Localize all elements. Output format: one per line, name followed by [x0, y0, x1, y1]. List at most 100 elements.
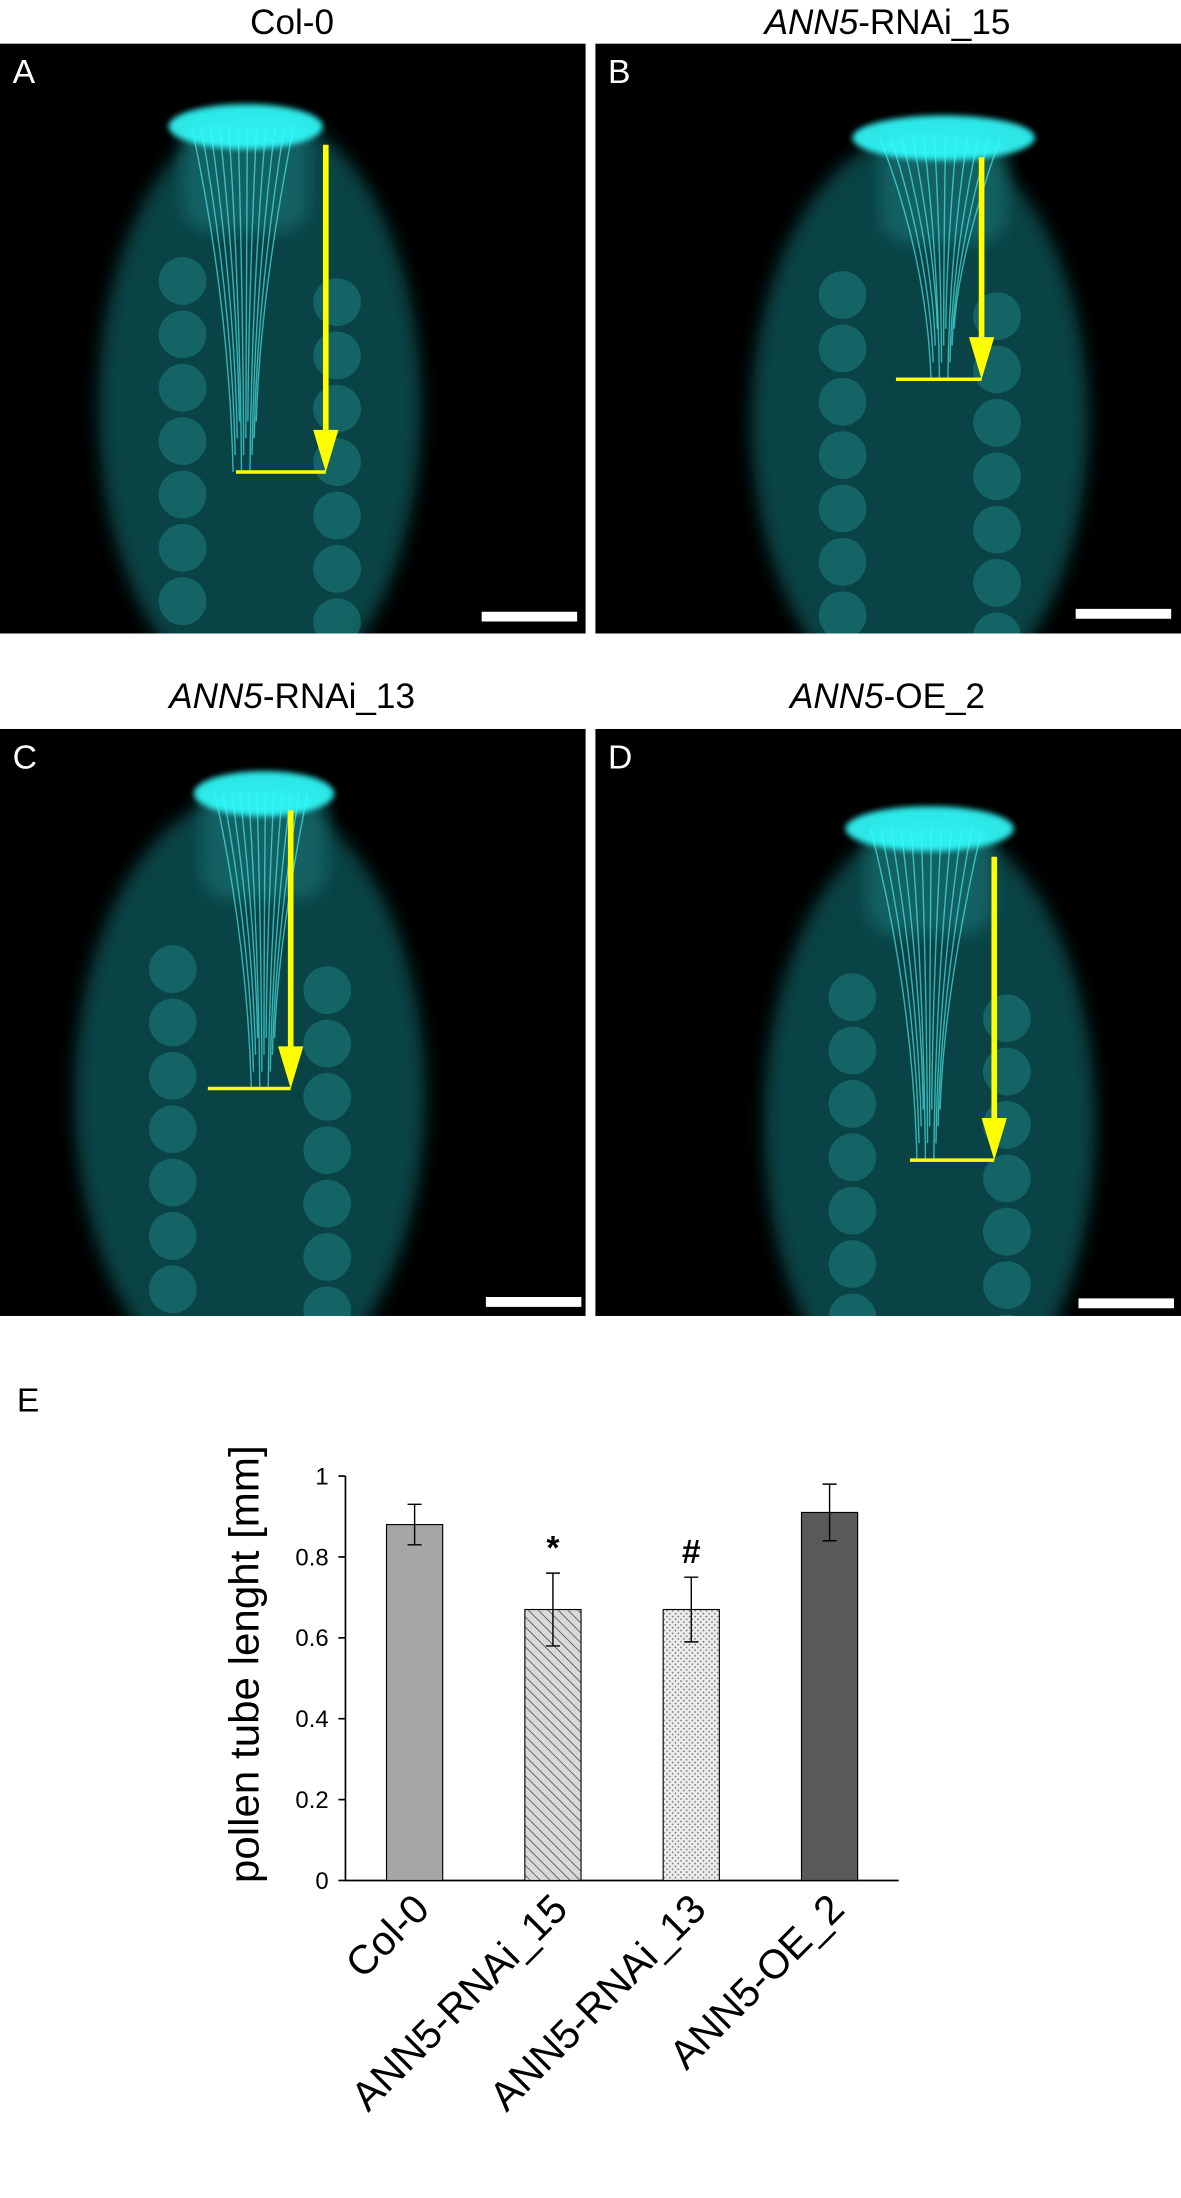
image-panel: C ANN5-RNAi_13	[0, 677, 586, 1316]
panel-title: Col-0	[250, 3, 334, 42]
bar	[800, 1511, 859, 1882]
ovule	[828, 1080, 877, 1128]
pollen-tube	[922, 137, 941, 380]
ovule	[818, 271, 867, 319]
ovule	[158, 470, 207, 519]
ovule	[818, 324, 867, 373]
significance-mark: *	[546, 1529, 560, 1567]
bar	[385, 1524, 444, 1882]
pollen-tube	[947, 137, 969, 380]
image-panel: D ANN5-OE_2	[595, 677, 1181, 1316]
pollen-tube	[228, 126, 243, 472]
pollen-tube	[218, 126, 241, 422]
bar	[524, 1608, 582, 1882]
pollen-tube	[933, 137, 943, 363]
pollen-tube	[869, 828, 918, 1161]
ovule	[303, 1233, 352, 1281]
ovule	[973, 292, 1021, 340]
pollen-tube	[237, 126, 245, 456]
ovule	[973, 452, 1021, 501]
panel-title: ANN5-RNAi_13	[167, 677, 415, 716]
ovule	[982, 1154, 1031, 1203]
image-content	[763, 806, 1174, 1316]
ovule	[818, 537, 867, 586]
ovule	[973, 559, 1021, 607]
ovule	[303, 966, 352, 1015]
ovule	[158, 310, 207, 359]
pollen-tube	[901, 137, 936, 346]
ovule	[303, 1179, 352, 1228]
y-tick-label: 0	[315, 1868, 328, 1895]
ovule	[158, 577, 207, 626]
stigma	[193, 771, 335, 817]
error-bar	[684, 1576, 699, 1643]
ovule	[148, 1265, 197, 1314]
arrow-head	[278, 1046, 304, 1089]
ovule	[982, 1047, 1031, 1096]
pollen-tube	[265, 793, 275, 1038]
ovule	[158, 363, 207, 412]
pollen-tube	[256, 793, 263, 1072]
ovule	[313, 491, 361, 540]
pollen-tube	[255, 126, 295, 422]
ovule	[303, 1286, 352, 1316]
title-segment: -RNAi_13	[263, 677, 415, 716]
error-bar	[822, 1483, 837, 1542]
pollen-tube	[249, 126, 267, 472]
title-segment: ANN5	[788, 677, 884, 716]
panel-title: ANN5-RNAi_15	[763, 3, 1011, 42]
y-tick-label: 0.6	[295, 1625, 328, 1652]
ovule	[818, 484, 867, 533]
pollen-tube	[890, 137, 934, 363]
ovule	[303, 1126, 352, 1175]
significance-mark: #	[682, 1533, 701, 1571]
pollen-tube	[267, 793, 283, 1089]
ovule	[973, 398, 1021, 447]
pollen-tube	[209, 126, 239, 439]
ovule	[313, 545, 361, 593]
pollen-tube	[890, 828, 922, 1127]
ovule	[828, 1133, 877, 1182]
image-panel: B ANN5-RNAi_15	[595, 3, 1181, 634]
pollen-tube	[253, 126, 286, 439]
ovule	[828, 1186, 877, 1235]
ovule	[313, 598, 361, 634]
title-segment: Col-0	[250, 3, 334, 42]
panel-letter: B	[608, 53, 630, 91]
ovule	[982, 1207, 1031, 1256]
ovule	[158, 523, 207, 572]
pollen-tube	[945, 137, 958, 329]
ovule	[828, 1240, 877, 1288]
pollen-tube	[214, 793, 253, 1089]
error-bar	[545, 1572, 560, 1647]
pollen-tube	[953, 137, 1001, 329]
style	[866, 821, 993, 934]
arrow-head	[968, 337, 995, 380]
stigma	[845, 806, 1014, 852]
ovule	[148, 945, 197, 993]
ovule	[818, 591, 867, 634]
ovule	[148, 1051, 197, 1100]
pollen-tube	[931, 828, 943, 1110]
pollen-tube	[222, 793, 255, 1072]
ovule	[313, 278, 361, 326]
pollen-tube	[263, 793, 267, 1055]
panel-title: ANN5-OE_2	[788, 677, 985, 716]
ovule	[313, 331, 361, 380]
arrow-head	[981, 1117, 1007, 1161]
y-tick-label: 0.4	[295, 1706, 328, 1733]
pollen-tube	[269, 793, 292, 1072]
ovule	[998, 1314, 1015, 1316]
arrow-head	[313, 429, 339, 472]
panel-letter: E	[17, 1381, 39, 1419]
pollen-tube	[247, 793, 261, 1089]
pollen-tube	[920, 828, 929, 1144]
ovule	[148, 1105, 197, 1154]
pollen-tube	[273, 793, 309, 1038]
ovule	[158, 257, 207, 305]
ovule	[818, 431, 867, 480]
ovule	[818, 377, 867, 426]
ovule	[148, 998, 197, 1047]
